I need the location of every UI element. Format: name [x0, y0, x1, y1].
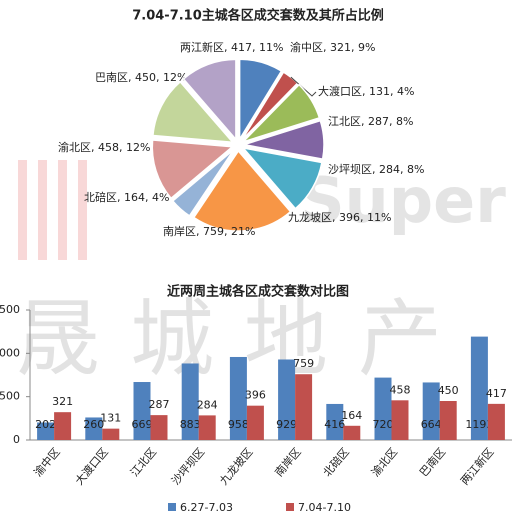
data-label: 渝北区, 458, 12% — [58, 140, 150, 154]
legend-label: 6.27-7.03 — [180, 501, 233, 514]
pie-slice — [182, 58, 237, 142]
x-tick-label: 北碚区 — [320, 445, 352, 479]
data-label: 720 — [373, 418, 394, 431]
chart-title: 7.04-7.10主城各区成交套数及其所占比例 — [132, 8, 384, 24]
data-label: 958 — [228, 418, 249, 431]
data-label: 396 — [245, 389, 266, 402]
x-tick-label: 江北区 — [128, 446, 159, 480]
x-tick-label: 巴南区 — [417, 446, 448, 480]
pie-slice — [192, 149, 292, 232]
legend-swatch — [168, 503, 176, 511]
bar — [439, 401, 457, 440]
data-label: 渝中区, 321, 9% — [290, 40, 375, 54]
data-label: 287 — [149, 398, 170, 411]
data-label: 929 — [276, 418, 297, 431]
data-label: 450 — [438, 384, 459, 397]
data-label: 164 — [341, 409, 362, 422]
y-tick-label: 1500 — [0, 303, 20, 316]
data-label: 321 — [52, 395, 73, 408]
pie-slice — [152, 80, 235, 144]
bar — [343, 425, 361, 440]
data-label: 416 — [324, 418, 345, 431]
data-label: 260 — [83, 418, 104, 431]
data-label: 大渡口区, 131, 4% — [318, 84, 414, 98]
pie-slice — [238, 58, 283, 142]
watermark: Super — [300, 164, 506, 237]
bar — [295, 374, 313, 440]
y-tick-label: 1000 — [0, 346, 20, 359]
bar — [102, 428, 120, 440]
bar — [391, 400, 409, 440]
bar — [326, 403, 344, 440]
bar — [470, 336, 488, 440]
data-label: 458 — [390, 383, 411, 396]
data-label: 南岸区, 759, 21% — [163, 225, 255, 238]
bar — [229, 356, 247, 440]
leader-line — [290, 76, 317, 97]
data-label: 284 — [197, 398, 218, 411]
y-tick-label: 0 — [13, 433, 20, 446]
bar — [246, 405, 264, 440]
x-tick-label: 渝北区 — [368, 445, 400, 479]
x-tick-label: 大渡口区 — [72, 445, 111, 488]
bar — [150, 415, 168, 440]
bar — [374, 377, 392, 440]
x-tick-label: 沙坪坝区 — [168, 445, 207, 488]
pie-slice — [241, 146, 323, 210]
pie-slice — [171, 148, 235, 217]
bar — [85, 417, 103, 440]
pie-slice — [151, 139, 235, 200]
bar — [487, 403, 505, 440]
watermark-stripes — [18, 160, 87, 260]
data-label: 江北区, 287, 8% — [328, 115, 413, 128]
bar — [133, 382, 151, 440]
data-label: 沙坪坝区, 284, 8% — [328, 162, 424, 176]
y-tick-label: 500 — [0, 390, 20, 403]
data-label: 669 — [132, 418, 153, 431]
data-label: 北碚区, 164, 4% — [84, 190, 169, 204]
chart-title: 近两周主城各区成交套数对比图 — [167, 284, 349, 300]
x-tick-label: 两江新区 — [457, 445, 496, 488]
data-label: 202 — [35, 418, 56, 431]
bar — [37, 422, 55, 440]
data-label: 九龙坡区, 396, 11% — [288, 211, 391, 224]
data-label: 1193 — [465, 418, 493, 431]
data-label: 883 — [180, 418, 201, 431]
data-label: 417 — [486, 387, 507, 400]
bar — [54, 412, 72, 440]
bar — [198, 415, 216, 440]
x-tick-label: 南岸区 — [273, 446, 304, 480]
x-tick-label: 九龙坡区 — [217, 446, 255, 488]
bar — [422, 382, 440, 440]
bar — [181, 363, 199, 440]
bar — [278, 359, 296, 440]
legend-label: 7.04-7.10 — [298, 501, 351, 514]
data-label: 131 — [100, 412, 121, 425]
legend-swatch — [286, 503, 294, 511]
data-label: 664 — [421, 418, 442, 431]
data-label: 两江新区, 417, 11% — [180, 40, 283, 54]
pie-slice — [242, 83, 321, 143]
data-label: 巴南区, 450, 12% — [95, 71, 187, 84]
x-tick-label: 渝中区 — [31, 445, 63, 479]
watermark: 晟城地产 — [16, 290, 472, 388]
pie-slice — [243, 119, 325, 160]
data-label: 759 — [293, 357, 314, 370]
